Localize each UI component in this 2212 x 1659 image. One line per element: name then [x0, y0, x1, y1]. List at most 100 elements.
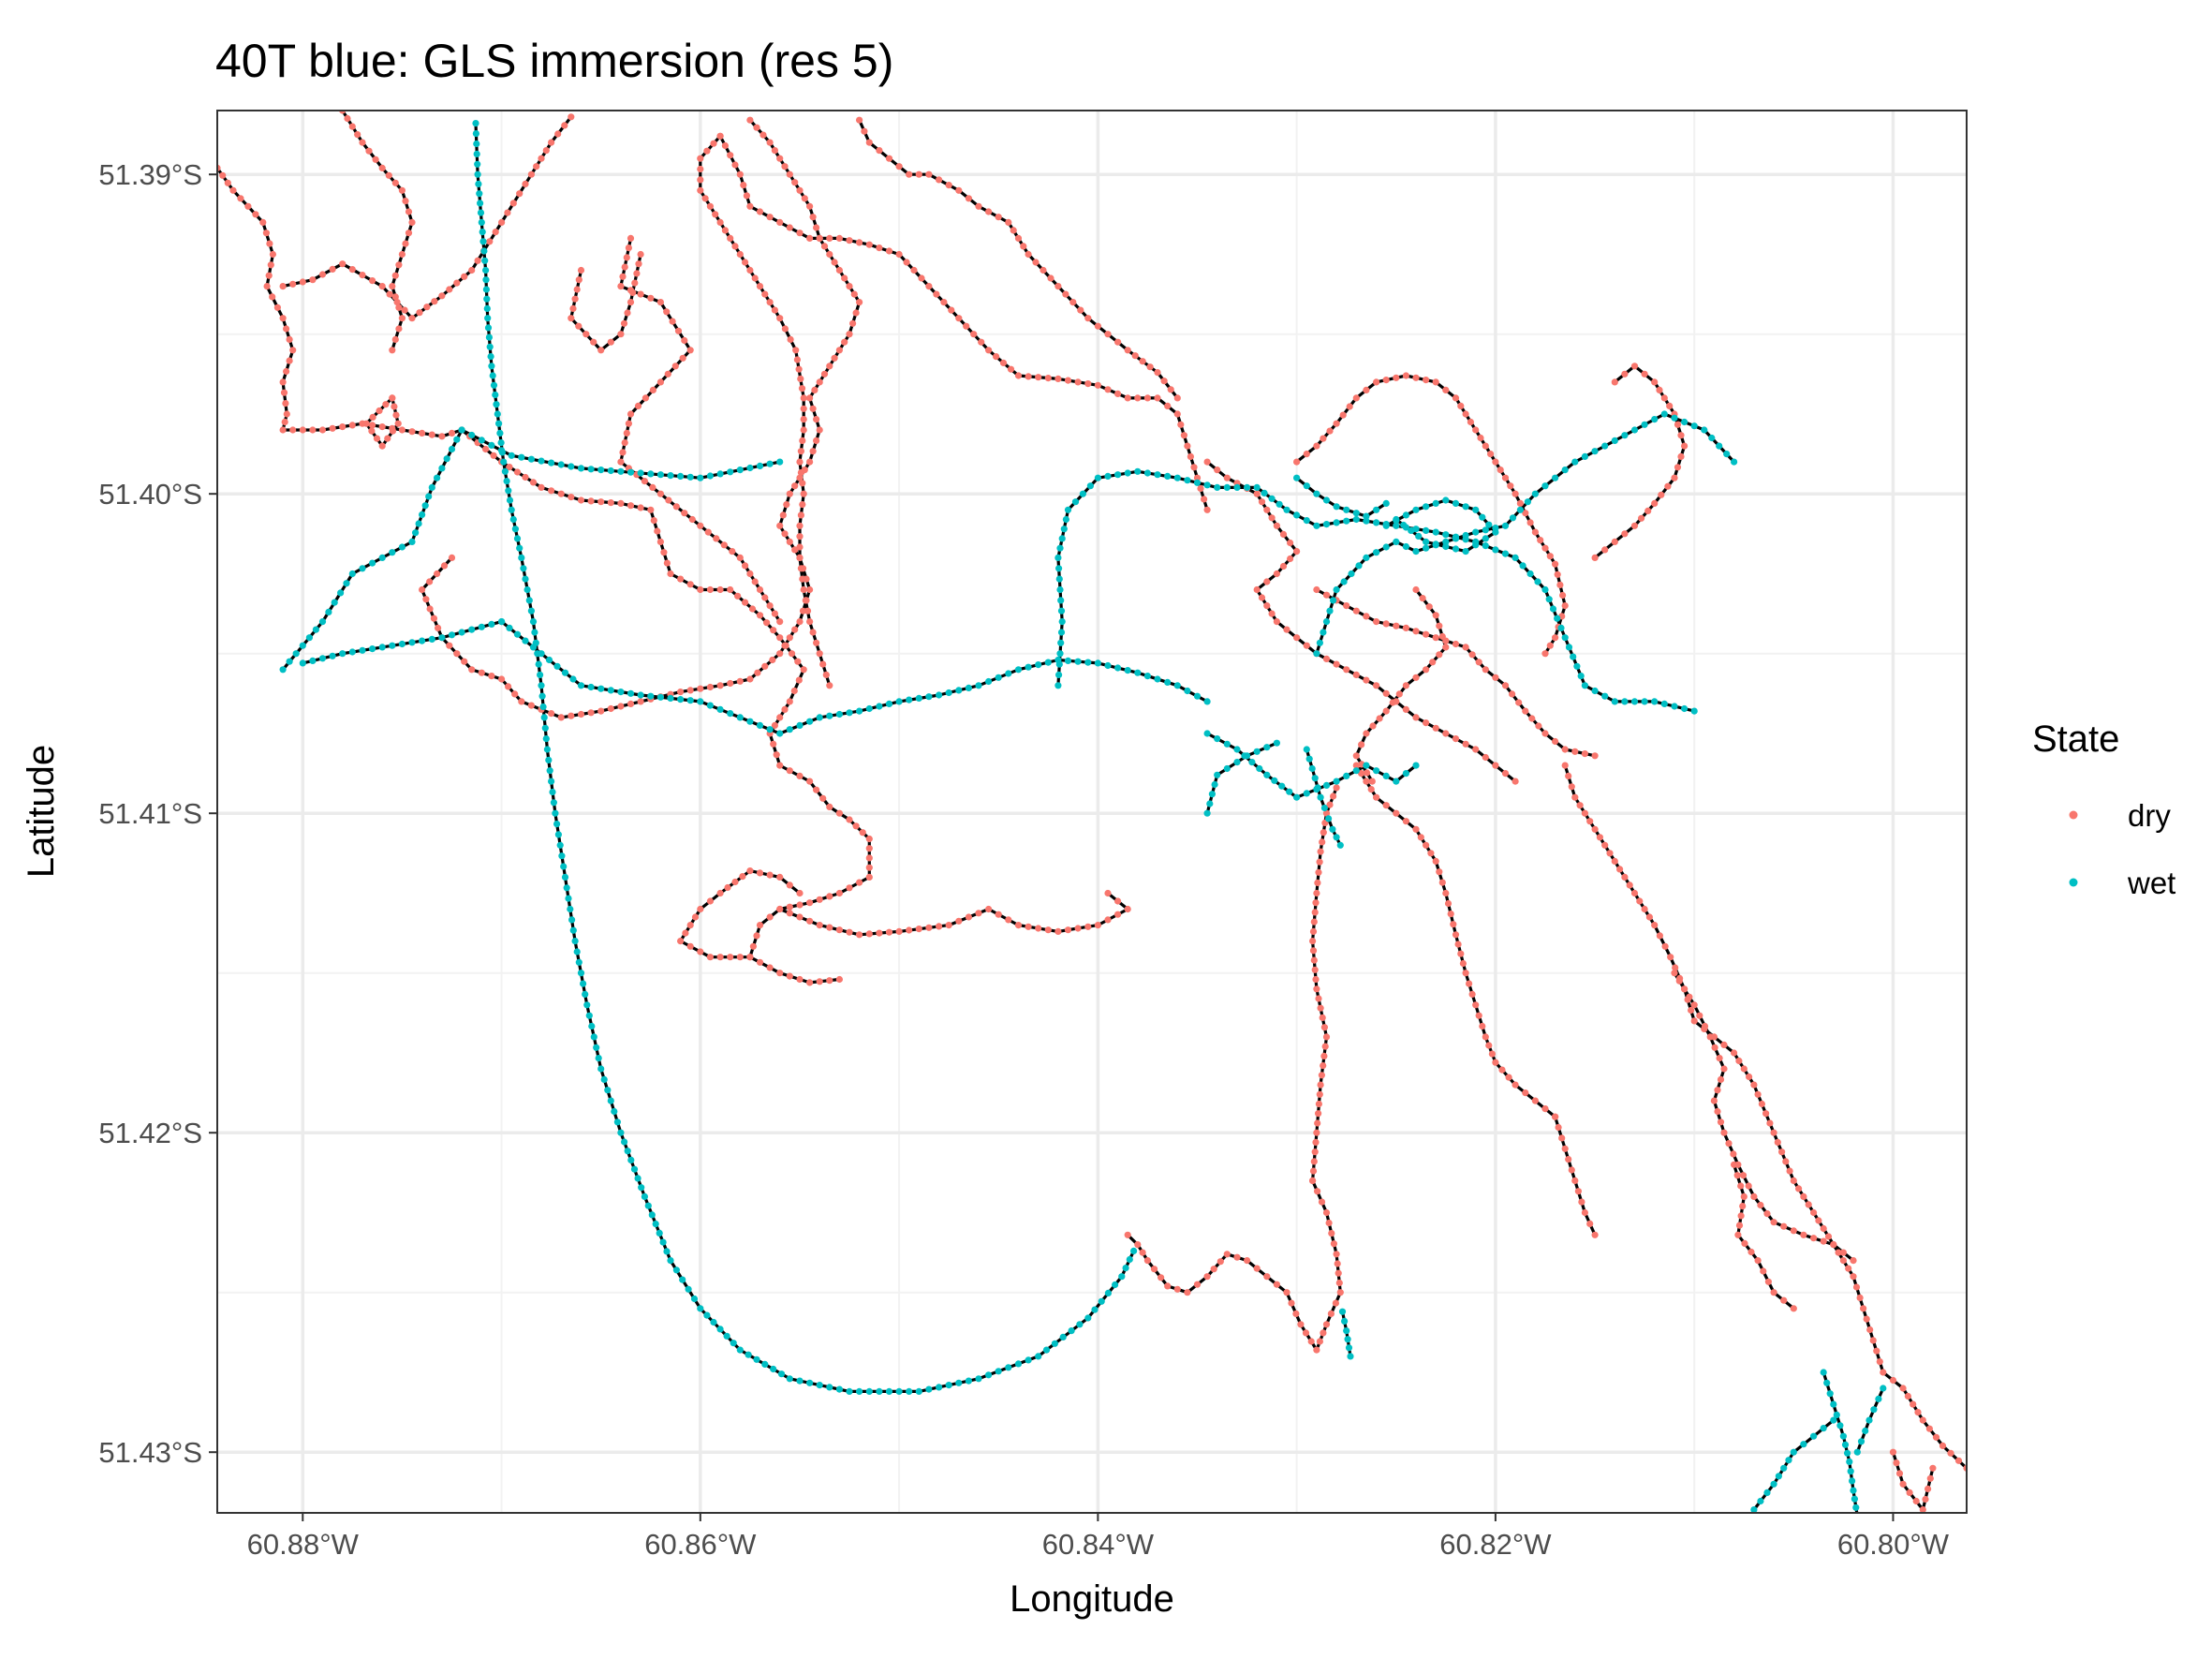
dry-point: [1442, 644, 1450, 651]
dry-point: [945, 922, 952, 929]
wet-point: [478, 218, 485, 226]
wet-point: [1333, 503, 1340, 511]
dry-point: [1201, 496, 1208, 503]
dry-point: [575, 276, 582, 284]
wet-point: [1164, 678, 1172, 687]
dry-point: [1850, 1273, 1857, 1281]
wet-point: [1554, 615, 1561, 622]
dry-point: [1104, 331, 1112, 338]
dry-point: [776, 762, 784, 769]
wet-point: [473, 140, 480, 148]
dry-point: [1114, 897, 1122, 905]
dry-point: [629, 289, 637, 296]
dry-point: [637, 698, 644, 705]
wet-point: [1058, 535, 1066, 542]
wet-point: [1830, 1416, 1837, 1424]
dry-point: [1835, 1249, 1842, 1256]
dry-point: [706, 585, 715, 594]
wet-point: [723, 1332, 730, 1340]
dry-point: [819, 660, 827, 668]
wet-point: [1060, 526, 1068, 533]
dry-point: [799, 575, 806, 583]
dry-point: [799, 501, 806, 509]
dry-point: [1143, 1257, 1151, 1265]
wet-point: [1526, 570, 1534, 578]
wet-point: [746, 464, 754, 472]
wet-point: [1731, 458, 1738, 466]
wet-point: [627, 689, 635, 697]
wet-point: [716, 1326, 724, 1333]
dry-point: [679, 354, 686, 362]
dry-point: [286, 357, 293, 364]
dry-point: [1462, 644, 1469, 651]
wet-point: [472, 120, 479, 127]
dry-point: [865, 864, 873, 871]
dry-point: [279, 315, 287, 322]
wet-point: [637, 469, 644, 477]
dry-point: [1253, 1265, 1261, 1272]
dry-point: [621, 263, 628, 271]
dry-point: [627, 502, 635, 510]
dry-point: [865, 835, 873, 843]
dry-point: [1778, 1148, 1786, 1156]
dry-point: [813, 437, 820, 444]
wet-point: [1423, 544, 1430, 552]
dry-point: [362, 420, 370, 427]
wet-point: [1203, 698, 1211, 705]
wet-point: [1641, 421, 1648, 428]
dry-point: [1444, 899, 1453, 908]
wet-point: [1472, 541, 1480, 549]
dry-point: [1084, 380, 1092, 388]
dry-point: [1482, 442, 1489, 450]
dry-point: [1124, 1231, 1131, 1238]
dry-point: [1184, 442, 1191, 450]
dry-point: [1800, 1192, 1807, 1200]
dry-point: [766, 964, 774, 971]
wet-point: [1253, 748, 1261, 755]
dry-point: [1368, 778, 1376, 785]
dry-point: [1552, 634, 1559, 642]
wet-point: [1261, 489, 1268, 497]
wet-point: [1552, 474, 1559, 481]
dry-point: [806, 458, 814, 466]
dry-point: [1671, 474, 1678, 481]
wet-point: [453, 436, 461, 443]
dry-point: [724, 883, 731, 892]
dry-point: [1568, 1166, 1575, 1174]
dry-point: [1472, 426, 1480, 434]
wet-point: [1423, 538, 1430, 546]
dry-point: [378, 283, 386, 290]
dry-point: [1558, 1134, 1566, 1142]
dry-point: [1320, 829, 1327, 837]
dry-point: [794, 658, 802, 665]
dry-point: [1754, 1090, 1762, 1098]
dry-point: [461, 658, 468, 665]
wet-point: [1393, 538, 1400, 546]
dry-point: [786, 490, 793, 497]
wet-point: [796, 1377, 804, 1385]
wet-point: [710, 1318, 717, 1326]
dry-point: [1824, 1233, 1833, 1240]
wet-point: [611, 1107, 618, 1116]
dry-point: [727, 152, 734, 159]
wet-point: [1293, 793, 1301, 801]
wet-point: [865, 1387, 873, 1395]
dry-point: [637, 250, 644, 259]
wet-point: [703, 1311, 711, 1319]
dry-point: [1423, 841, 1430, 849]
wet-point: [587, 683, 595, 691]
wet-point: [1382, 772, 1390, 780]
wet-point: [627, 1156, 635, 1163]
wet-point: [816, 714, 823, 721]
dry-point: [318, 271, 327, 278]
wet-point: [1114, 471, 1122, 479]
wet-point: [527, 455, 536, 463]
dry-point: [846, 237, 853, 244]
dry-point: [554, 130, 562, 138]
dry-point: [665, 496, 672, 504]
dry-point: [607, 338, 614, 346]
dry-point: [422, 596, 430, 603]
wet-point: [1104, 661, 1112, 670]
wet-point: [1056, 585, 1064, 594]
dry-point: [826, 682, 833, 689]
